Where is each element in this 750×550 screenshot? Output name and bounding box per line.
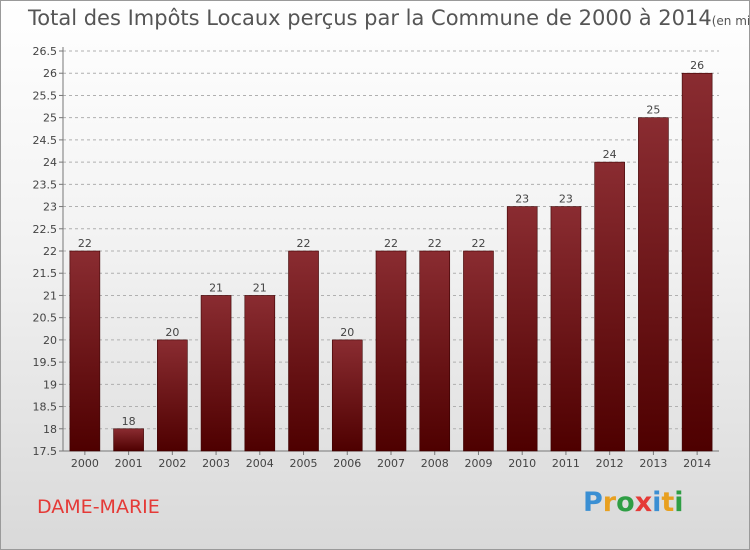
y-tick-label: 24.5	[33, 134, 58, 147]
x-tick-label-2003: 2003	[202, 457, 230, 470]
data-label-2012: 24	[603, 148, 617, 161]
x-tick-label-2002: 2002	[158, 457, 186, 470]
bar-2000	[69, 250, 101, 452]
proxiti-logo[interactable]: Proxiti	[583, 487, 684, 518]
y-tick-label: 20.5	[33, 312, 58, 325]
bar-2007	[375, 250, 407, 452]
logo-letter: t	[661, 487, 675, 518]
y-tick-label: 25.5	[33, 89, 58, 102]
x-tick-label-2000: 2000	[71, 457, 99, 470]
data-label-2000: 22	[78, 237, 92, 250]
data-label-2007: 22	[384, 237, 398, 250]
y-tick-labels: 17.5 18 18.5 19 19.5 20 20.5 21 21.5 22 22.5 23 23.5…	[33, 45, 58, 458]
x-tick-label-2001: 2001	[115, 457, 143, 470]
y-tick-label: 21	[43, 289, 57, 302]
bar-2010	[506, 206, 538, 452]
y-tick-label: 26	[43, 67, 57, 80]
bar-2013	[638, 117, 669, 452]
data-label-2014: 26	[690, 59, 704, 72]
logo-letter: P	[583, 487, 603, 518]
bar-2014	[681, 72, 713, 452]
y-tick-label: 19.5	[33, 356, 58, 369]
bar-2005	[288, 250, 319, 452]
bar-2002	[157, 339, 188, 452]
x-tick-label-2013: 2013	[639, 457, 667, 470]
y-tick-label: 23.5	[33, 178, 58, 191]
y-tick-label: 22.5	[33, 223, 58, 236]
bar-2009	[463, 250, 494, 452]
logo-letter: o	[616, 487, 635, 518]
bar-2004	[244, 295, 276, 452]
data-label-2008: 22	[428, 237, 442, 250]
logo-letter: i	[674, 487, 684, 518]
bars	[69, 72, 713, 452]
bar-2003	[200, 295, 232, 452]
data-label-2013: 25	[646, 104, 660, 117]
data-label-2009: 22	[471, 237, 485, 250]
x-tick-labels: 2000 2001 2002 2003 2004 2005 2006 2007 2008 2009…	[71, 457, 711, 470]
bar-2011	[550, 206, 582, 452]
bar-2001	[113, 428, 144, 452]
data-label-2001: 18	[122, 415, 136, 428]
x-tick-label-2014: 2014	[683, 457, 711, 470]
data-label-2010: 23	[515, 193, 529, 206]
x-tick-label-2004: 2004	[246, 457, 274, 470]
x-tick-label-2011: 2011	[552, 457, 580, 470]
y-tick-label: 18	[43, 423, 57, 436]
bar-2012	[594, 161, 625, 452]
x-tick-label-2007: 2007	[377, 457, 405, 470]
x-tick-label-2008: 2008	[421, 457, 449, 470]
x-tick-label-2006: 2006	[333, 457, 361, 470]
logo-letter: x	[634, 487, 653, 518]
data-labels: 22 18 20 21 21 22 20 22 22 22 23 23 24 25 26	[78, 59, 704, 428]
x-tick-label-2009: 2009	[464, 457, 492, 470]
data-label-2005: 22	[297, 237, 311, 250]
chart-title-text: Total des Impôts Locaux perçus par la Co…	[28, 6, 712, 30]
data-label-2011: 23	[559, 193, 573, 206]
chart-subtitle: (en milliers d'€)	[711, 14, 750, 28]
bar-2008	[419, 250, 451, 452]
data-label-2006: 20	[340, 326, 354, 339]
logo-letter: i	[652, 487, 662, 518]
bar-2006	[331, 339, 363, 452]
y-tick-label: 17.5	[33, 445, 58, 458]
x-tick-label-2010: 2010	[508, 457, 536, 470]
y-tick-label: 21.5	[33, 267, 58, 280]
y-tick-label: 25	[43, 112, 57, 125]
y-tick-label: 19	[43, 378, 57, 391]
logo-letter: r	[602, 487, 617, 518]
y-tick-label: 20	[43, 334, 57, 347]
data-label-2003: 21	[209, 281, 223, 294]
commune-name: DAME-MARIE	[37, 496, 160, 518]
y-tick-label: 24	[43, 156, 57, 169]
data-label-2004: 21	[253, 281, 267, 294]
y-tick-label: 26.5	[33, 45, 58, 58]
x-tick-label-2005: 2005	[290, 457, 318, 470]
y-tick-label: 18.5	[33, 401, 58, 414]
chart-title: Total des Impôts Locaux perçus par la Co…	[28, 6, 750, 30]
x-tick-label-2012: 2012	[596, 457, 624, 470]
y-tick-label: 22	[43, 245, 57, 258]
y-tick-label: 23	[43, 201, 57, 214]
data-label-2002: 20	[165, 326, 179, 339]
